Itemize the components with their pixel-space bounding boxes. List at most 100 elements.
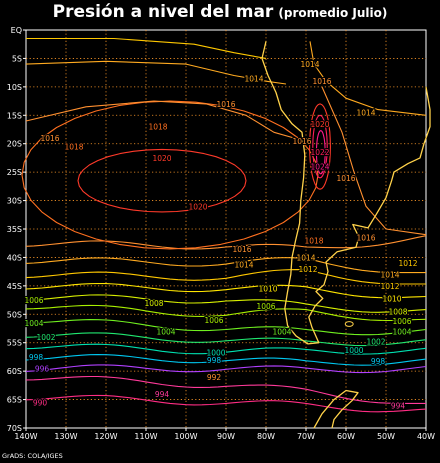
- lat-tick-label: 5S: [12, 54, 22, 63]
- isobar-label: 994: [391, 401, 406, 410]
- lon-tick-label: 120W: [94, 432, 117, 441]
- lon-tick-label: 130W: [54, 432, 77, 441]
- isobar-label: 1024: [310, 163, 329, 172]
- isobar-label: 1014: [356, 108, 375, 117]
- isobar-label: 1004: [24, 319, 43, 328]
- isobar-1008: [25, 294, 427, 313]
- credit-text: GrADS: COLA/IGES: [2, 452, 63, 460]
- isobar-label: 1014: [300, 60, 319, 69]
- lon-tick-label: 110W: [134, 432, 157, 441]
- isobar-label: 1016: [216, 100, 235, 109]
- isobar-label: 1018: [148, 123, 167, 132]
- isobar-label: 996: [35, 364, 50, 373]
- lat-tick-label: EQ: [11, 26, 22, 35]
- lat-tick-label: 45S: [7, 282, 22, 291]
- antarctic-peninsula-coastline: [313, 389, 359, 429]
- axis-ticks: 140W 130W 120W 110W 100W 90W 80W 70W 60W 50W 40W EQ…: [7, 26, 435, 441]
- isobar-label: 1016: [292, 137, 311, 146]
- lat-tick-label: 10S: [7, 83, 22, 92]
- isobar-label: 1016: [40, 134, 59, 143]
- isobar-1004: [25, 319, 427, 336]
- isobar-label: 1006: [256, 302, 275, 311]
- isobar-1002: [25, 332, 427, 347]
- isobar-1010: [25, 282, 427, 299]
- isobar-label: 1002: [366, 338, 385, 347]
- isobar-label: 1006: [24, 296, 43, 305]
- isobar-label: 1004: [156, 327, 175, 336]
- lon-tick-label: 80W: [257, 432, 275, 441]
- isobar-label: 1018: [304, 236, 323, 245]
- lat-tick-label: 55S: [7, 339, 22, 348]
- isobar-1018-ring: [21, 100, 319, 250]
- isobar-1014-north: [25, 60, 287, 85]
- isobar-label: 1018: [64, 143, 83, 152]
- isobar-label: 1014: [380, 271, 399, 280]
- isobar-994: [25, 375, 426, 404]
- isobar-label: 994: [155, 390, 170, 399]
- isobar-1012-north: [26, 37, 267, 59]
- lon-tick-label: 100W: [174, 432, 197, 441]
- lat-tick-label: 40S: [7, 253, 22, 262]
- lat-tick-label: 15S: [7, 111, 22, 120]
- isobar-label: 1008: [144, 299, 163, 308]
- isobar-996: [25, 364, 427, 374]
- isobar-label: 1008: [388, 307, 407, 316]
- isobar-label: 1000: [206, 348, 225, 357]
- isobar-990: [25, 394, 427, 413]
- isobar-label: 1022: [310, 148, 329, 157]
- lat-tick-label: 30S: [7, 197, 22, 206]
- isobar-label: 1020: [310, 120, 329, 129]
- isobar-label: 1016: [336, 174, 355, 183]
- lon-tick-label: 140W: [14, 432, 37, 441]
- isobar-label: 1010: [258, 285, 277, 294]
- isobar-label: 1000: [344, 346, 363, 355]
- isobar-label: 1014: [234, 260, 253, 269]
- isobar-1020-andes: [309, 103, 331, 190]
- lat-tick-label: 20S: [7, 140, 22, 149]
- isobar-1014: [25, 257, 426, 274]
- south-america-coastline: [261, 41, 431, 345]
- isobar-1000: [25, 343, 427, 355]
- isobar-label: 1006: [392, 317, 411, 326]
- isobar-label: 1004: [272, 327, 291, 336]
- coastline: [261, 41, 431, 429]
- lon-tick-label: 60W: [337, 432, 355, 441]
- isobar-label: 990: [33, 398, 48, 407]
- lat-tick-label: 35S: [7, 225, 22, 234]
- isobar-label: 1016: [312, 77, 331, 86]
- lat-tick-label: 50S: [7, 310, 22, 319]
- isobar-label: 1016: [232, 245, 251, 254]
- isobar-label: 1004: [392, 327, 411, 336]
- title-text: Presión a nivel del mar: [52, 2, 274, 22]
- lat-tick-label: 65S: [7, 396, 22, 405]
- isobar-label: 1012: [380, 282, 399, 291]
- lat-tick-label: 25S: [7, 168, 22, 177]
- isobar-1016-east: [321, 86, 427, 236]
- isobar-label: 1012: [298, 265, 317, 274]
- lat-tick-label: 70S: [7, 424, 22, 433]
- lon-tick-label: 40W: [417, 432, 435, 441]
- isobar-labels: 1014 1014 1016 1016 1014 1018 1016 1018 1020 1016…: [23, 59, 419, 411]
- isobar-1006: [25, 304, 427, 322]
- isobar-1024-andes: [315, 130, 326, 175]
- lat-tick-label: 60S: [7, 367, 22, 376]
- lon-tick-label: 50W: [377, 432, 395, 441]
- isobar-label: 998: [207, 356, 222, 365]
- isobar-label: 1016: [356, 234, 375, 243]
- isobar-label: 998: [371, 357, 386, 366]
- isobar-label: 1020: [152, 154, 171, 163]
- isobar-1022-andes: [312, 114, 328, 179]
- isobar-lines: [21, 37, 427, 413]
- isobar-1016: [25, 235, 427, 250]
- isobar-label: 1006: [204, 316, 223, 325]
- isobar-label: 1014: [244, 74, 263, 83]
- isobar-label: 1014: [296, 253, 315, 262]
- isobar-1020-ring: [77, 148, 247, 213]
- lon-tick-label: 90W: [217, 432, 235, 441]
- isobar-label: 1012: [398, 259, 417, 268]
- isobar-label: 1020: [188, 202, 207, 211]
- isobar-998: [25, 354, 427, 366]
- subtitle-text: (promedio Julio): [278, 6, 388, 20]
- falkland-islands-coastline: [344, 321, 354, 327]
